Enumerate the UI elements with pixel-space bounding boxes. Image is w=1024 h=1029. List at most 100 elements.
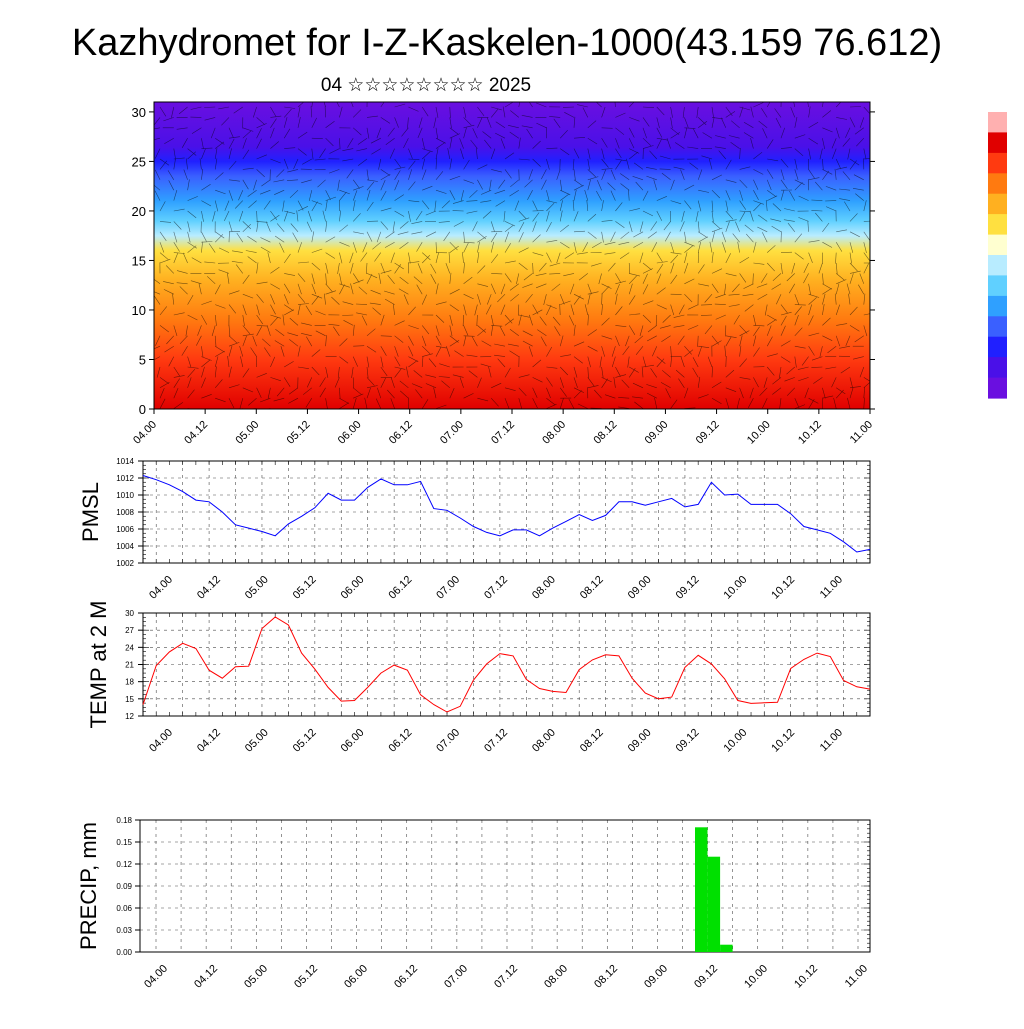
x-tick-label: 10.00 <box>721 727 749 755</box>
y-tick-label: 0.03 <box>116 926 132 935</box>
colorbar-swatch <box>988 357 1007 378</box>
x-tick-label: 05.12 <box>291 574 319 602</box>
x-tick-label: 04.12 <box>192 963 220 991</box>
colorbar-swatch <box>988 112 1007 133</box>
wind-barb <box>519 409 525 418</box>
wind-barb <box>293 409 298 419</box>
y-tick-label: 15 <box>132 253 146 268</box>
x-tick-label: 08.12 <box>578 727 606 755</box>
x-tick-label: 08.12 <box>592 963 620 991</box>
wind-barb <box>739 409 740 420</box>
y-axis-label: PRECIP, mm <box>76 822 101 950</box>
y-tick-label: 25 <box>132 154 146 169</box>
x-tick-label: 10.00 <box>742 963 770 991</box>
wind-barb <box>725 409 726 420</box>
x-tick-label: 04.00 <box>131 419 159 447</box>
y-tick-label: 27 <box>125 626 134 635</box>
x-tick-label: 05.12 <box>292 963 320 991</box>
x-tick-label: 09.00 <box>642 963 670 991</box>
x-tick-label: 10.00 <box>721 574 749 602</box>
x-tick-label: 07.12 <box>492 963 520 991</box>
precip-bar <box>695 827 708 952</box>
colorbar-swatch <box>988 214 1007 235</box>
y-tick-label: 15 <box>125 695 134 704</box>
x-tick-label: 08.00 <box>530 574 558 602</box>
x-tick-label: 07.12 <box>482 727 510 755</box>
y-tick-label: 1006 <box>116 525 134 534</box>
x-tick-label: 05.00 <box>233 419 261 447</box>
y-tick-label: 21 <box>125 661 134 670</box>
precip-bar <box>720 945 733 952</box>
colorbar-swatch <box>988 194 1007 215</box>
y-tick-label: 12 <box>125 712 134 721</box>
x-tick-label: 04.00 <box>147 574 175 602</box>
y-tick-label: 1008 <box>116 508 134 517</box>
x-tick-label: 06.12 <box>386 574 414 602</box>
x-tick-label: 07.00 <box>434 574 462 602</box>
y-tick-label: 10 <box>132 303 146 318</box>
x-tick-label: 06.00 <box>342 963 370 991</box>
y-tick-label: 20 <box>132 204 146 219</box>
wind-barb <box>477 409 479 420</box>
colorbar-swatch <box>988 173 1007 194</box>
y-tick-label: 1014 <box>116 457 134 466</box>
x-tick-label: 06.12 <box>386 727 414 755</box>
x-tick-label: 10.12 <box>792 963 820 991</box>
x-tick-label: 10.12 <box>769 727 797 755</box>
wind-barb <box>221 409 229 417</box>
x-tick-label: 05.00 <box>243 574 271 602</box>
x-tick-label: 09.12 <box>674 727 702 755</box>
x-tick-label: 09.12 <box>692 963 720 991</box>
x-tick-label: 09.00 <box>626 574 654 602</box>
y-tick-label: 1004 <box>116 542 134 551</box>
colorbar-swatch <box>988 337 1007 358</box>
wind-barb <box>214 409 215 420</box>
wind-barb <box>753 409 755 420</box>
x-tick-label: 11.00 <box>843 963 870 990</box>
x-tick-label: 06.00 <box>339 727 367 755</box>
y-tick-label: 24 <box>125 643 134 652</box>
y-tick-label: 0.09 <box>116 882 132 891</box>
y-tick-label: 1012 <box>116 474 134 483</box>
y-tick-label: 1002 <box>116 559 134 568</box>
x-tick-label: 05.12 <box>291 727 319 755</box>
y-tick-label: 0.06 <box>116 904 132 913</box>
x-tick-label: 06.00 <box>339 574 367 602</box>
x-tick-label: 09.00 <box>643 419 671 447</box>
colorbar-swatch <box>988 296 1007 317</box>
x-tick-label: 04.12 <box>182 419 210 447</box>
colorbar-swatch <box>988 275 1007 296</box>
wind-barb <box>312 409 316 419</box>
colorbar-swatch <box>988 132 1007 153</box>
x-tick-label: 07.00 <box>434 727 462 755</box>
y-tick-label: 30 <box>125 609 134 618</box>
y-axis-label: TEMP at 2 M <box>86 601 111 729</box>
x-tick-label: 08.00 <box>542 963 570 991</box>
x-tick-label: 11.00 <box>818 574 845 601</box>
x-tick-label: 04.00 <box>142 963 170 991</box>
x-tick-label: 11.00 <box>848 419 875 446</box>
colorbar <box>988 112 1007 399</box>
x-tick-label: 07.12 <box>489 419 517 447</box>
x-tick-label: 07.12 <box>482 574 510 602</box>
x-tick-label: 07.00 <box>442 963 470 991</box>
x-tick-label: 04.12 <box>195 574 223 602</box>
x-tick-label: 10.12 <box>769 574 797 602</box>
x-tick-label: 08.00 <box>530 727 558 755</box>
colorbar-swatch <box>988 316 1007 337</box>
heatmap-field <box>154 102 870 409</box>
y-tick-label: 0 <box>139 402 146 417</box>
x-tick-label: 07.00 <box>438 419 466 447</box>
precip-bar <box>708 857 721 952</box>
x-tick-label: 09.12 <box>674 574 702 602</box>
y-tick-label: 30 <box>132 105 146 120</box>
x-tick-label: 11.00 <box>818 727 845 754</box>
wind-barb <box>505 409 507 420</box>
wind-barb <box>712 409 715 420</box>
x-tick-label: 04.12 <box>195 727 223 755</box>
